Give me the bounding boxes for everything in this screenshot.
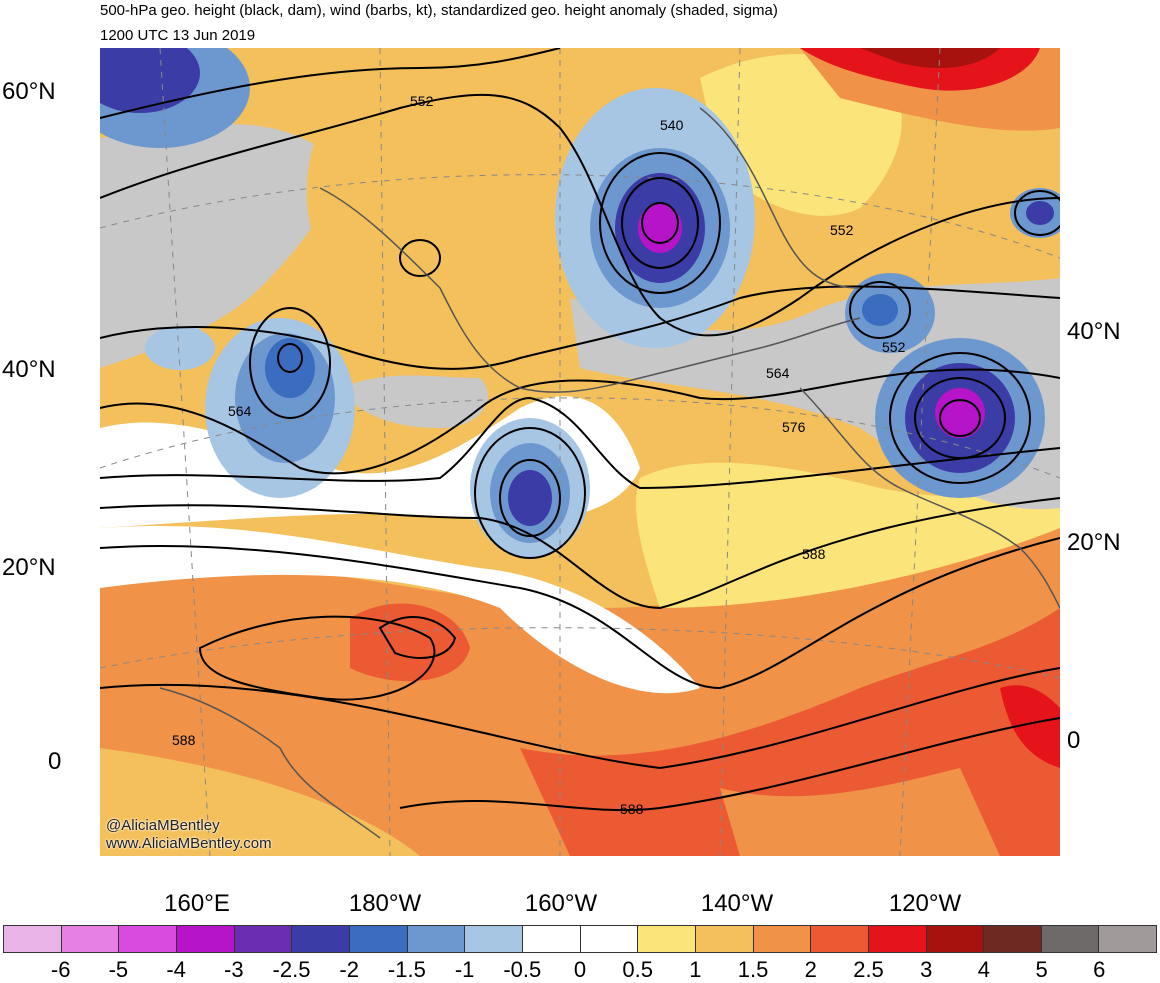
gray-mask-alaska (340, 375, 488, 428)
lat-label-left-40n: 40°N (2, 356, 56, 383)
colorbar-tick-label: -3 (224, 957, 244, 982)
anomaly-region-orange-pocket (720, 768, 1000, 856)
lat-label-left-60n: 60°N (2, 78, 56, 105)
colorbar-tick-label: -2 (339, 957, 359, 982)
contour-label: 564 (766, 365, 790, 381)
anomaly-low-center-west (205, 318, 355, 498)
map-panel: 552 540 552 552 564 564 576 588 588 588 … (100, 48, 1060, 856)
colorbar-swatch (522, 926, 581, 952)
anomaly-region-darkred-ne (860, 48, 1000, 68)
contour-label: 588 (802, 546, 826, 562)
anomaly-region-white-tropics (100, 526, 700, 694)
colorbar-tick-label: 4 (977, 957, 991, 982)
credit-twitter: @AliciaMBentley (106, 817, 220, 834)
lat-label-left-0: 0 (48, 748, 62, 775)
colorbar-tick-label: -1.5 (387, 957, 426, 982)
colorbar-swatch (811, 926, 869, 952)
colorbar-swatch (176, 926, 235, 952)
contour-labels: 552 540 552 552 564 564 576 588 588 588 (172, 93, 906, 817)
colorbar-swatch (407, 926, 466, 952)
colorbar-tick-label: 2.5 (853, 957, 884, 982)
colorbar-tick-label: 2 (804, 957, 817, 982)
lat-label-right-20n: 20°N (1067, 529, 1121, 556)
credit-block: @AliciaMBentley www.AliciaMBentley.com (106, 817, 272, 853)
colorbar-swatch (349, 926, 408, 952)
map-title: 500-hPa geo. height (black, dam), wind (… (100, 2, 778, 19)
map-valid-time: 1200 UTC 13 Jun 2019 (100, 27, 256, 44)
contour-label: 588 (620, 801, 644, 817)
contour-label: 576 (782, 419, 806, 435)
colorbar-tick-label: 0 (573, 957, 587, 982)
colorbar-swatch (753, 926, 812, 952)
colorbar-swatch (868, 926, 927, 952)
coastlines (159, 107, 1060, 839)
anomaly-region-orange-north (306, 90, 562, 288)
colorbar-swatch (984, 926, 1042, 952)
lat-label-right-0: 0 (1067, 727, 1081, 754)
colorbar (3, 925, 1157, 953)
map-canvas: 552 540 552 552 564 564 576 588 588 588 (100, 48, 1060, 856)
graticule (100, 48, 1060, 856)
colorbar-tick-label: -1 (454, 957, 475, 982)
colorbar-swatch (292, 926, 350, 952)
anomaly-low-small (145, 326, 215, 370)
colorbar-tick-label: -5 (108, 957, 129, 982)
anomaly-region-deep-red-se (1000, 685, 1060, 768)
lon-label-180w: 180°W (348, 890, 422, 917)
contour-label: 552 (882, 339, 906, 355)
anomaly-low-pacific-nw (875, 338, 1045, 498)
anomaly-region-red-center (350, 603, 470, 682)
lat-label-right-40n: 40°N (1067, 318, 1121, 345)
colorbar-tick-label: -4 (166, 957, 186, 982)
lon-label-120w: 120°W (888, 890, 962, 917)
anomaly-low-northwest (100, 48, 250, 148)
anomaly-low-canada (845, 273, 935, 353)
contour-label: 564 (228, 403, 252, 419)
colorbar-swatch (580, 926, 639, 952)
anomaly-region-yellow-east (636, 462, 1060, 608)
colorbar-tick-label: 1.5 (737, 957, 769, 982)
lon-label-160w: 160°W (524, 890, 598, 917)
contour-label: 552 (410, 93, 434, 109)
colorbar-tick-label: 1 (689, 957, 702, 982)
contour-label: 540 (660, 117, 684, 133)
colorbar-tick-label: -0.5 (503, 957, 542, 982)
colorbar-swatch (926, 926, 985, 952)
lon-label-140w: 140°W (700, 890, 774, 917)
colorbar-swatch (61, 926, 120, 952)
credit-website: www.AliciaMBentley.com (106, 835, 272, 852)
lat-label-left-20n: 20°N (2, 554, 56, 581)
colorbar-swatch (465, 926, 523, 952)
colorbar-swatch (234, 926, 293, 952)
colorbar-tick-label: 0.5 (622, 957, 653, 982)
colorbar-swatch (638, 926, 696, 952)
colorbar-tick-label: 3 (920, 957, 933, 982)
contour-label: 552 (830, 222, 854, 238)
height-contours (100, 48, 1060, 812)
contour-label: 588 (172, 732, 196, 748)
lon-label-160e: 160°E (164, 890, 230, 917)
colorbar-swatch (695, 926, 754, 952)
colorbar-swatch (1099, 926, 1157, 952)
colorbar-tick-label: -6 (50, 957, 71, 982)
colorbar-swatch (119, 926, 177, 952)
colorbar-tick-label: 5 (1035, 957, 1048, 982)
anomaly-region-yellow-sw (100, 748, 420, 856)
colorbar-tick-label: -2.5 (272, 957, 311, 982)
colorbar-tick-label: 6 (1093, 957, 1106, 982)
gray-mask-northwest (100, 124, 334, 369)
colorbar-swatch (1041, 926, 1100, 952)
colorbar-swatch (4, 926, 62, 952)
anomaly-low-gulf-alaska (555, 88, 755, 348)
